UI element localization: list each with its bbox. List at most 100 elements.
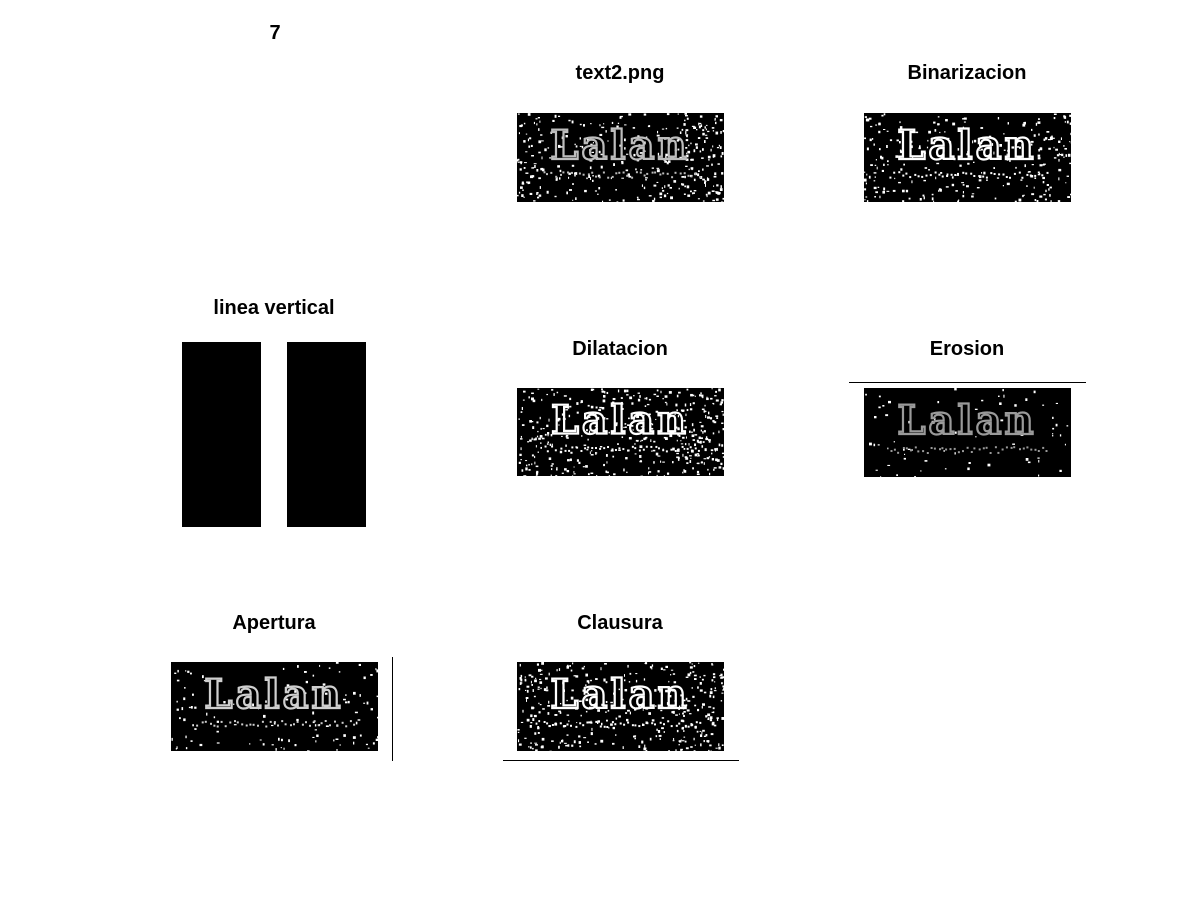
noise-speck xyxy=(605,701,608,703)
noise-speck xyxy=(954,431,957,434)
figure-number: 7 xyxy=(269,22,281,44)
noise-speck xyxy=(902,189,905,193)
noise-speck xyxy=(691,449,694,453)
noise-speck xyxy=(1068,153,1071,157)
noise-speck xyxy=(1034,199,1037,202)
noise-speck xyxy=(685,697,688,701)
noise-speck xyxy=(697,198,700,200)
noise-speck xyxy=(583,124,585,127)
noise-speck xyxy=(613,473,616,476)
noise-speck xyxy=(530,680,532,684)
noise-speck xyxy=(645,136,648,139)
noise-speck xyxy=(1022,194,1024,198)
image-subtext-dot xyxy=(543,721,546,723)
noise-speck xyxy=(583,692,586,695)
noise-speck xyxy=(670,196,673,200)
noise-speck xyxy=(680,748,683,751)
image-subtext-dot xyxy=(1034,448,1037,451)
noise-speck xyxy=(628,175,632,178)
noise-speck xyxy=(718,144,720,147)
image-subtext-dot xyxy=(551,724,554,726)
noise-speck xyxy=(627,709,630,712)
noise-speck xyxy=(258,707,259,710)
noise-speck xyxy=(576,411,579,414)
noise-speck xyxy=(657,432,661,435)
noise-speck xyxy=(520,721,524,723)
noise-speck xyxy=(550,468,553,471)
noise-speck xyxy=(582,689,585,692)
image-subtext-dot xyxy=(1022,447,1025,450)
noise-speck xyxy=(927,139,929,142)
image-subtext-dot xyxy=(579,722,582,725)
noise-speck xyxy=(701,157,704,159)
noise-speck xyxy=(722,685,724,688)
noise-speck xyxy=(971,193,975,195)
image-subtext-dot xyxy=(670,448,673,451)
noise-speck xyxy=(1039,147,1043,151)
noise-speck xyxy=(624,124,627,126)
noise-speck xyxy=(547,434,549,437)
noise-speck xyxy=(667,184,670,187)
noise-speck xyxy=(528,746,530,748)
noise-speck xyxy=(684,119,686,122)
noise-speck xyxy=(647,472,649,475)
image-subtext-dot xyxy=(994,446,997,449)
image-subtext-dot xyxy=(690,175,693,178)
noise-speck xyxy=(536,123,538,126)
noise-speck xyxy=(547,705,551,707)
noise-speck xyxy=(721,172,724,175)
noise-speck xyxy=(684,185,687,188)
noise-speck xyxy=(343,698,346,701)
image-subtext-dot xyxy=(560,447,563,450)
noise-speck xyxy=(199,743,203,747)
image-subtext-dot xyxy=(578,172,581,175)
noise-speck xyxy=(1067,196,1071,198)
noise-speck xyxy=(694,434,698,436)
noise-speck xyxy=(690,158,692,161)
noise-speck xyxy=(519,168,522,171)
noise-speck xyxy=(940,188,942,192)
noise-speck xyxy=(664,160,667,163)
noise-speck xyxy=(606,719,608,722)
noise-speck xyxy=(869,138,872,142)
noise-speck xyxy=(531,392,534,395)
noise-speck xyxy=(194,706,197,709)
noise-speck xyxy=(1014,404,1017,407)
noise-speck xyxy=(924,460,928,462)
noise-speck xyxy=(536,663,539,666)
noise-speck xyxy=(599,446,603,448)
noise-speck xyxy=(703,735,706,737)
noise-speck xyxy=(1046,184,1049,186)
noise-speck xyxy=(1024,121,1026,125)
noise-speck xyxy=(569,397,572,401)
noise-speck xyxy=(519,682,522,685)
noise-speck xyxy=(624,679,626,682)
noise-speck xyxy=(712,145,714,148)
noise-speck xyxy=(252,703,254,707)
image-subtext-dot xyxy=(941,175,944,178)
noise-speck xyxy=(676,439,678,442)
noise-speck xyxy=(905,189,909,193)
noise-speck xyxy=(640,426,643,428)
image-subtext-dot xyxy=(687,174,690,177)
image-subtext-dot xyxy=(575,725,578,728)
noise-speck xyxy=(628,681,631,683)
noise-speck xyxy=(717,191,720,195)
noise-speck xyxy=(721,410,724,413)
noise-speck xyxy=(721,682,723,685)
noise-speck xyxy=(938,123,940,126)
noise-speck xyxy=(673,681,677,684)
noise-speck xyxy=(722,689,724,691)
noise-speck xyxy=(558,668,561,671)
noise-speck xyxy=(520,447,522,451)
noise-speck xyxy=(685,129,689,132)
noise-speck xyxy=(660,460,662,463)
noise-speck xyxy=(693,674,697,677)
noise-speck xyxy=(666,161,669,165)
noise-speck xyxy=(708,749,710,751)
noise-speck xyxy=(519,677,522,680)
noise-speck xyxy=(873,186,877,190)
noise-speck xyxy=(551,740,554,742)
noise-speck xyxy=(706,178,710,181)
noise-speck xyxy=(517,729,520,731)
